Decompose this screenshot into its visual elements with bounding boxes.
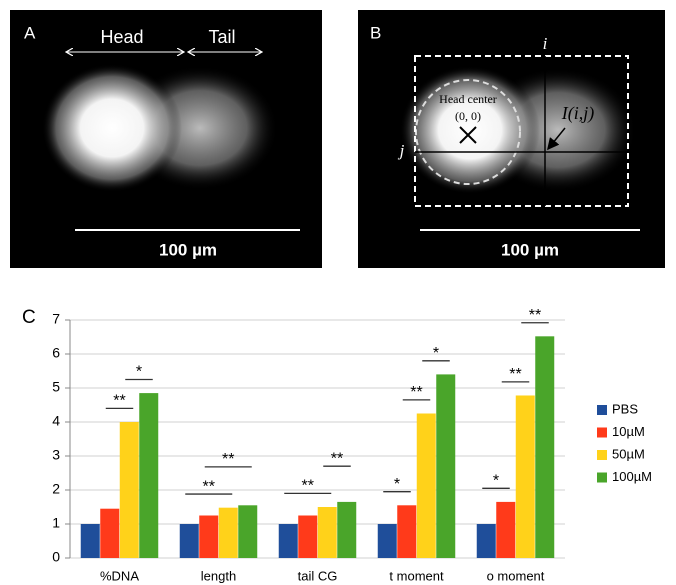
significance-label: * [433,345,439,362]
bar [100,509,119,558]
significance-label: ** [410,384,422,401]
y-tick-label: 5 [52,379,60,395]
significance-label: ** [509,366,521,383]
significance-label: * [394,476,400,493]
panel-a: A Head Tail 100 µm [10,10,322,268]
bar [298,516,317,559]
bar [378,524,397,558]
significance-label: * [136,364,142,381]
bar [535,336,554,558]
legend-label: 10µM [612,424,645,439]
origin-label: (0, 0) [455,109,481,123]
head-center-label: Head center [439,92,497,106]
x-tick-label: tail CG [298,568,338,583]
legend-label: 100µM [612,469,652,484]
x-tick-label: %DNA [100,568,139,583]
y-tick-label: 7 [52,311,60,327]
panel-label: B [370,23,381,42]
bar [139,393,158,558]
scale-label: 100 µm [159,240,217,259]
y-tick-label: 2 [52,481,60,497]
bar [397,505,416,558]
legend-label: PBS [612,401,638,416]
bar [417,414,436,559]
bar [199,516,218,559]
bar [477,524,496,558]
bar [516,395,535,558]
x-tick-label: length [201,568,236,583]
head-label: Head [100,27,143,47]
legend-swatch [597,473,607,483]
significance-label: * [493,473,499,490]
bar [318,507,337,558]
bar [180,524,199,558]
figure: A Head Tail 100 µm B i j Head center (0,… [0,0,676,585]
intensity-label: I(i,j) [561,103,594,124]
bar [279,524,298,558]
significance-label: ** [203,478,215,495]
legend-swatch [597,405,607,415]
bar [120,422,139,558]
x-tick-label: t moment [389,568,444,583]
y-tick-label: 3 [52,447,60,463]
bar [81,524,100,558]
bar [436,374,455,558]
bar [496,502,515,558]
y-tick-label: 6 [52,345,60,361]
tail-label: Tail [208,27,235,47]
j-label: j [398,141,405,160]
significance-label: ** [529,307,541,324]
bar [238,505,257,558]
legend-swatch [597,450,607,460]
panel-b: B i j Head center (0, 0) I(i,j) 100 µm [358,10,665,268]
panel-label: C [22,307,36,328]
significance-label: ** [113,393,125,410]
bar [337,502,356,558]
i-label: i [543,34,548,53]
significance-label: ** [331,450,343,467]
legend-swatch [597,428,607,438]
significance-label: ** [302,478,314,495]
scale-label: 100 µm [501,240,559,259]
y-tick-label: 4 [52,413,60,429]
y-tick-label: 0 [52,549,60,565]
y-tick-label: 1 [52,515,60,531]
panel-label: A [24,23,36,42]
significance-label: ** [222,451,234,468]
bar-chart: 0 1 2 3 4 5 6 7 %DNA length tail CG t moment o momen… [52,307,652,583]
x-tick-label: o moment [487,568,545,583]
bar [219,508,238,558]
legend-label: 50µM [612,446,645,461]
